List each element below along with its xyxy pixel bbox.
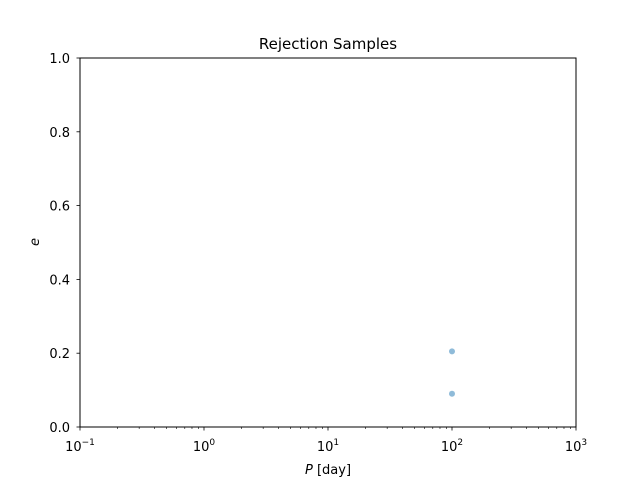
- x-tick-exponent: −1: [82, 438, 95, 448]
- axes-frame: [79, 57, 577, 428]
- x-axis-variable: P: [305, 463, 313, 478]
- x-tick-label: 103: [565, 438, 587, 455]
- x-axis-label: P [day]: [305, 463, 351, 478]
- x-axis-unit: [day]: [313, 463, 351, 478]
- chart-title: Rejection Samples: [259, 35, 397, 53]
- x-tick-base: 10: [441, 440, 458, 455]
- y-axis-ticks: 0.0 0.2 0.4 0.6 0.8 1.0: [49, 52, 80, 436]
- x-tick-exponent: 0: [209, 438, 215, 448]
- x-minor-ticks: [117, 427, 571, 429]
- x-tick-label: 100: [193, 438, 216, 455]
- y-tick-label: 0.0: [49, 421, 70, 436]
- x-tick-base: 10: [193, 440, 210, 455]
- x-tick-label: 102: [441, 438, 463, 455]
- x-tick-base: 10: [565, 440, 582, 455]
- data-point: [449, 390, 455, 397]
- y-tick-label: 0.8: [49, 126, 70, 141]
- x-tick-exponent: 3: [581, 438, 587, 448]
- x-tick-base: 10: [317, 440, 334, 455]
- y-tick-label: 1.0: [49, 52, 70, 67]
- scatter-points: [449, 348, 455, 397]
- x-tick-label: 101: [317, 438, 339, 455]
- x-tick-base: 10: [65, 440, 82, 455]
- y-tick-label: 0.6: [49, 200, 70, 215]
- y-tick-label: 0.4: [49, 273, 70, 288]
- y-axis-label: e: [28, 238, 43, 246]
- data-point: [449, 348, 455, 355]
- x-tick-label: 10−1: [65, 438, 95, 455]
- y-tick-label: 0.2: [49, 347, 70, 362]
- x-tick-exponent: 2: [457, 438, 463, 448]
- x-tick-exponent: 1: [333, 438, 339, 448]
- x-axis-ticks: 10−1 100 101 102 103: [65, 427, 587, 455]
